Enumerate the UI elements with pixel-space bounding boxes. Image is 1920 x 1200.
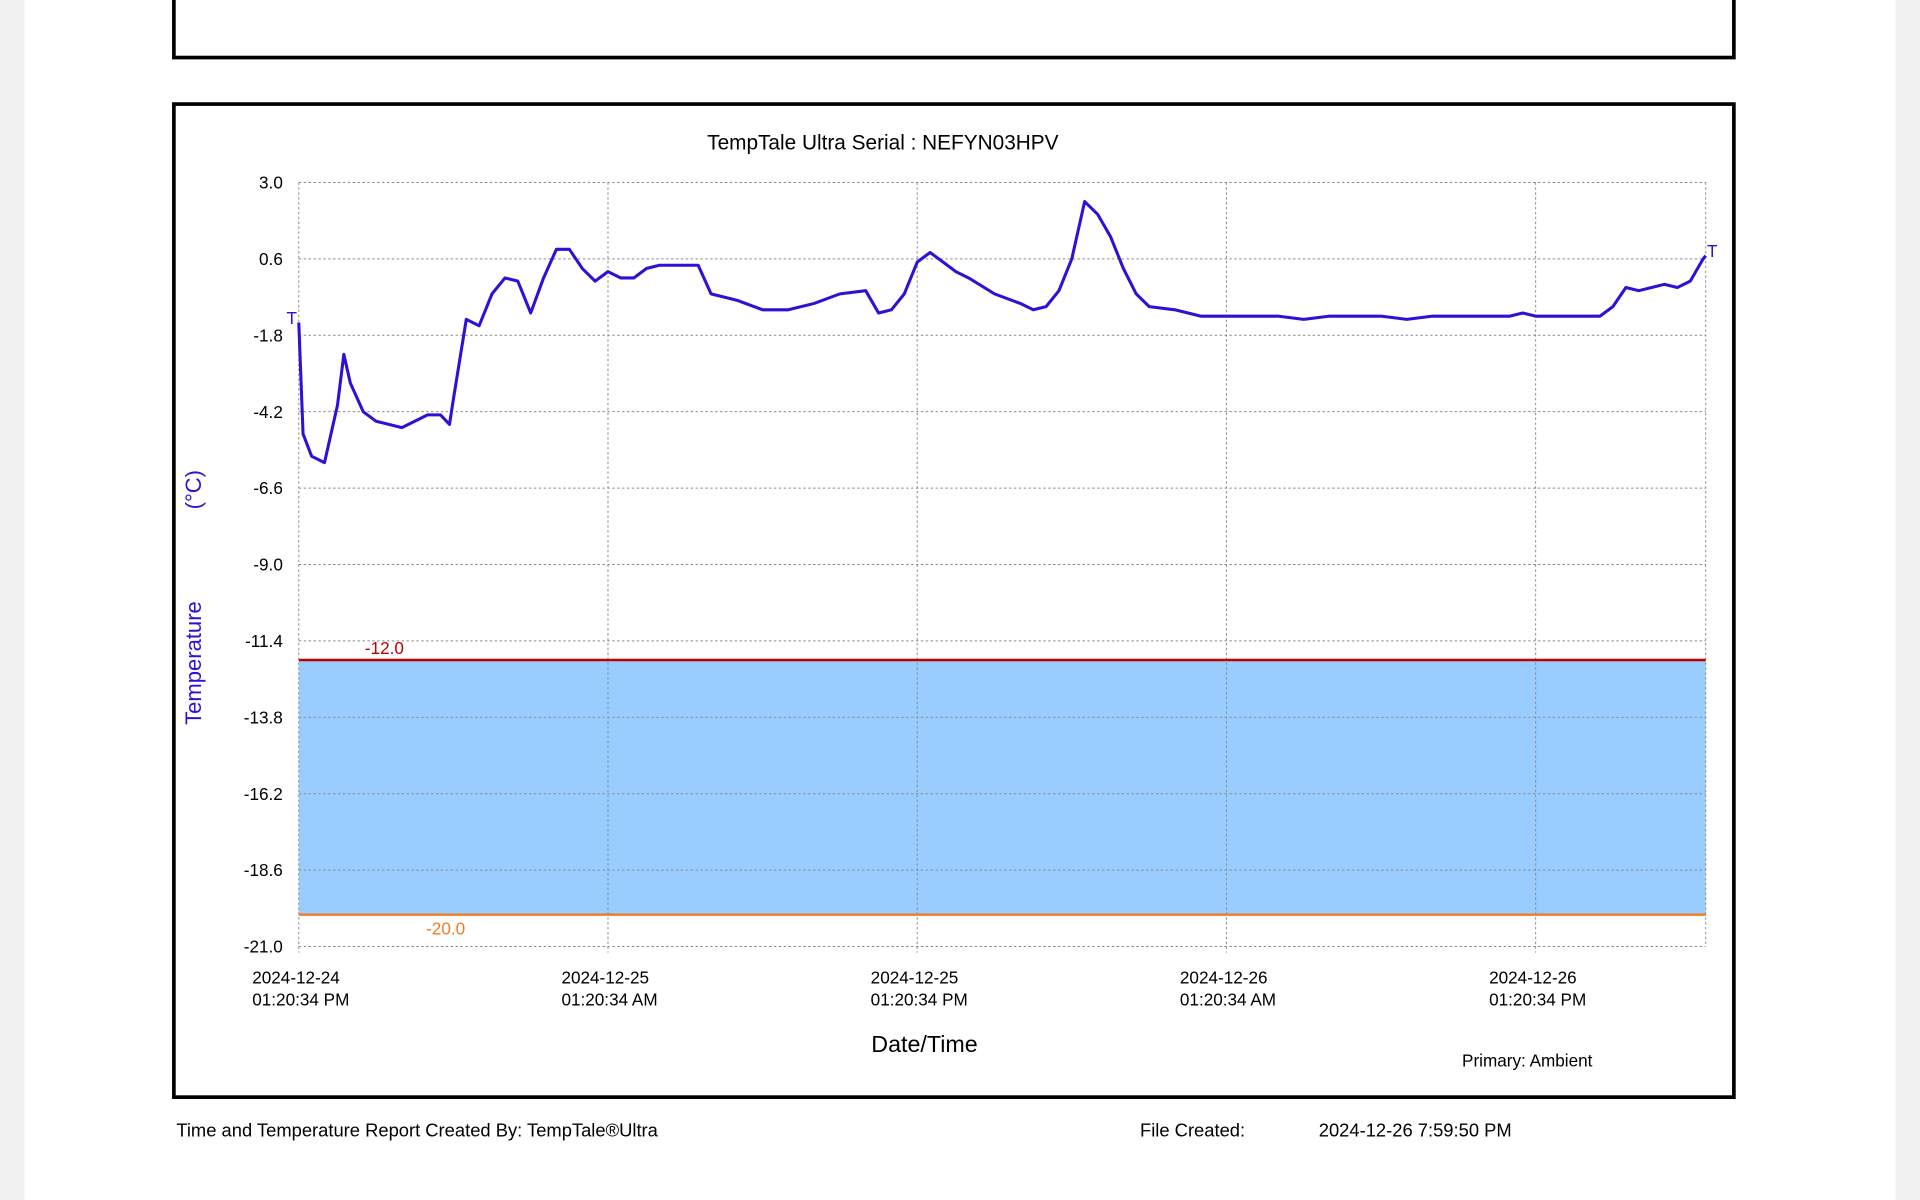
y-tick-label: 3.0	[259, 173, 283, 193]
temperature-line	[297, 200, 1707, 465]
threshold-label: -20.0	[426, 918, 465, 938]
footer-created-by: Time and Temperature Report Created By: …	[176, 1119, 658, 1140]
y-tick-label: -13.8	[244, 707, 283, 727]
y-tick-label: -9.0	[253, 555, 283, 575]
chart-box	[172, 102, 1736, 1099]
x-tick-label: 2024-12-26 01:20:34 AM	[1180, 967, 1276, 1009]
x-tick-label: 2024-12-26 01:20:34 PM	[1489, 967, 1586, 1009]
y-tick-label: -6.6	[253, 478, 283, 498]
y-tick-label: -11.4	[245, 631, 283, 651]
y-tick-label: -1.8	[253, 325, 283, 345]
y-axis-label: Temperature	[181, 601, 206, 725]
start-marker: T	[287, 308, 298, 328]
x-tick-label: 2024-12-25 01:20:34 AM	[561, 967, 657, 1009]
threshold-label: -12.0	[365, 638, 404, 658]
chart-title: TempTale Ultra Serial : NEFYN03HPV	[707, 131, 1058, 154]
top-box	[172, 0, 1736, 60]
y-axis-unit: (°C)	[181, 470, 206, 509]
end-marker: T	[1707, 241, 1718, 261]
y-tick-label: -4.2	[253, 402, 283, 422]
y-tick-label: -16.2	[244, 784, 283, 804]
footer-file-label: File Created:	[1140, 1119, 1245, 1140]
paper	[24, 0, 1896, 1200]
y-tick-label: -21.0	[244, 937, 283, 957]
x-tick-label: 2024-12-25 01:20:34 PM	[871, 967, 968, 1009]
limit-band	[298, 660, 1706, 915]
footer-file-date: 2024-12-26 7:59:50 PM	[1319, 1119, 1512, 1140]
y-tick-label: 0.6	[259, 249, 283, 269]
sensor-note: Primary: Ambient	[1462, 1051, 1593, 1071]
x-axis-label: Date/Time	[871, 1031, 977, 1057]
y-tick-label: -18.6	[244, 860, 283, 880]
x-tick-label: 2024-12-24 01:20:34 PM	[252, 967, 349, 1009]
